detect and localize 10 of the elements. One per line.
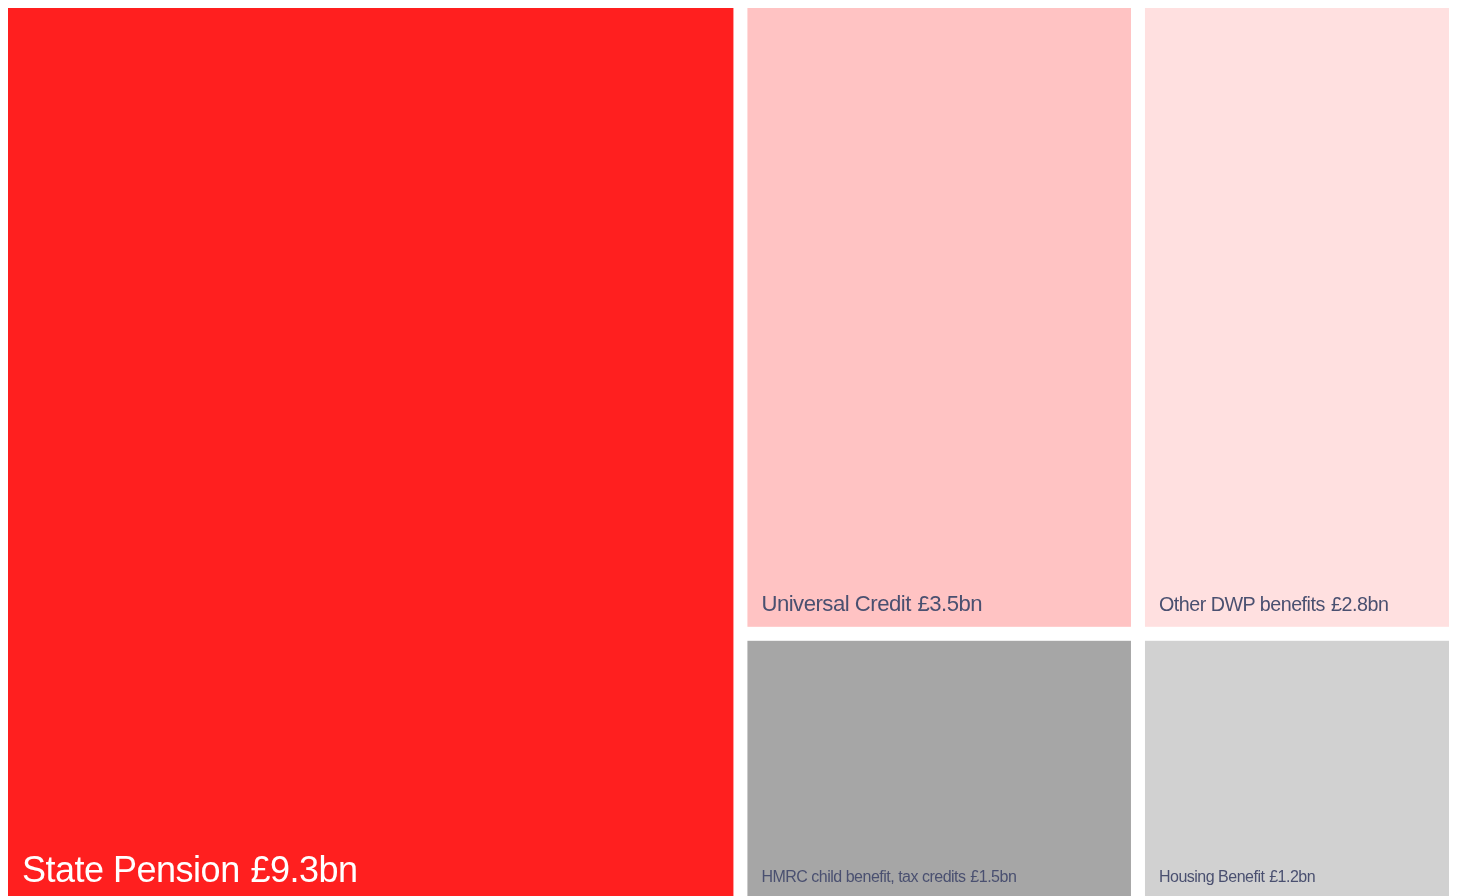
data-label: £1.2bn bbox=[1269, 868, 1316, 885]
category-label: HMRC child benefit, tax credits bbox=[761, 868, 967, 885]
data-label: £3.5bn bbox=[917, 590, 983, 616]
category-label: State Pension bbox=[22, 849, 240, 890]
data-label: £2.8bn bbox=[1331, 592, 1389, 615]
data-label: £1.5bn bbox=[970, 868, 1017, 885]
category-label: Other DWP benefits bbox=[1158, 592, 1326, 615]
category-label: Housing Benefit bbox=[1158, 868, 1266, 885]
category-label: Universal Credit bbox=[761, 590, 912, 616]
data-label: £9.3bn bbox=[250, 849, 358, 890]
